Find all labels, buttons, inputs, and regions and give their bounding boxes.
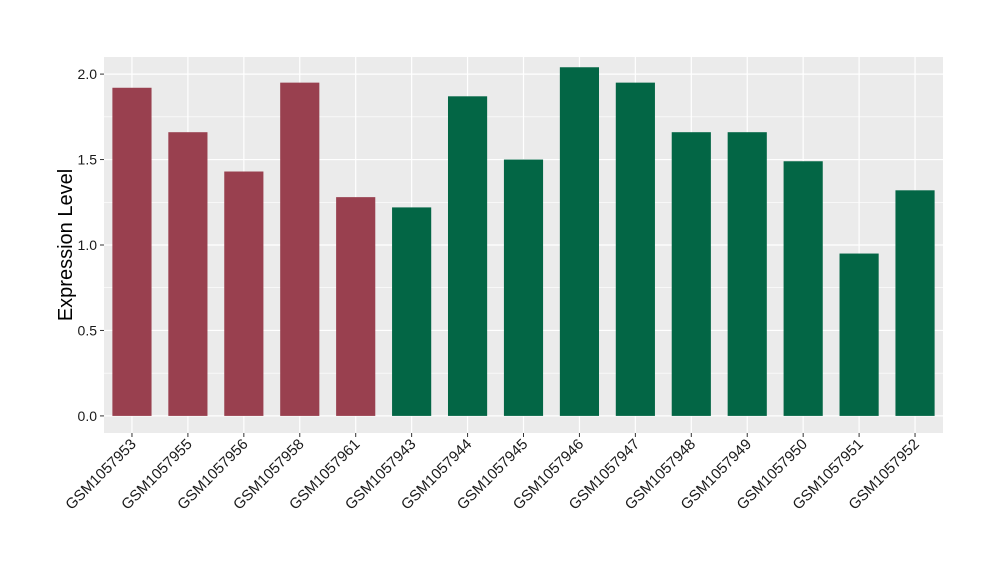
bar bbox=[280, 82, 320, 416]
bar bbox=[112, 87, 152, 416]
y-tick-label: 0.5 bbox=[78, 322, 98, 338]
bar bbox=[447, 96, 488, 416]
x-axis-ticks: GSM1057953GSM1057955GSM1057956GSM1057958… bbox=[62, 433, 923, 513]
bar bbox=[783, 161, 823, 416]
y-tick-label: 1.0 bbox=[78, 237, 98, 253]
bar bbox=[503, 159, 544, 416]
y-axis-title: Expression Level bbox=[55, 169, 77, 321]
bars bbox=[112, 67, 935, 416]
y-axis-ticks: 0.0 0.5 1.0 1.5 2.0 bbox=[78, 66, 104, 424]
bar bbox=[839, 253, 879, 416]
bar bbox=[559, 67, 600, 416]
bar bbox=[168, 132, 208, 416]
bar bbox=[615, 82, 655, 416]
bar bbox=[336, 197, 376, 416]
y-tick-label: 0.0 bbox=[78, 408, 98, 424]
bar bbox=[224, 171, 264, 416]
y-tick-label: 1.5 bbox=[78, 152, 98, 168]
y-tick-label: 2.0 bbox=[78, 66, 98, 82]
bar bbox=[727, 132, 767, 416]
bar bbox=[671, 132, 711, 416]
bar bbox=[392, 207, 432, 416]
bar bbox=[895, 190, 935, 416]
